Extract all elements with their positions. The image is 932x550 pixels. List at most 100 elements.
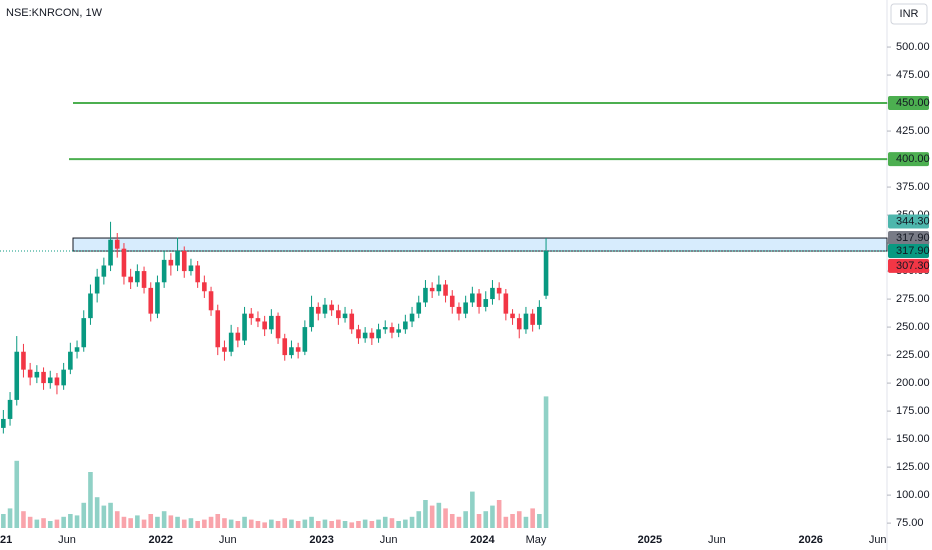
level-label: 450.00 [896,97,930,109]
volume-bar [121,516,127,528]
volume-bar [362,519,368,528]
volume-bar [322,519,328,528]
candle-body [7,399,13,419]
volume-bar [108,502,113,528]
candle-body [94,276,100,294]
volume-bar [470,491,475,528]
candle-body [88,293,93,319]
volume-bar [537,514,542,528]
level-label-box [888,96,929,111]
volume-bar [195,521,200,528]
candle-body [309,306,314,328]
candle-body [47,377,53,384]
candle-body [208,291,214,311]
volume-bar [403,519,408,528]
candle-body [235,332,241,341]
candle-body [228,332,234,352]
candle-body [382,327,388,330]
volume-bar [175,516,180,528]
candle-body [429,287,435,292]
volume-bar [41,518,46,528]
x-tick-label: Jun [869,534,887,546]
x-tick-label: May [526,534,547,546]
volume-bar [21,511,26,528]
candle-body [369,332,375,339]
candle-body [242,313,247,341]
volume-bar [315,521,321,528]
volume-bar [168,515,174,528]
y-tick-label: 200.00 [896,377,930,389]
candle-body [34,371,40,378]
candle-body [21,351,26,370]
candle-body [329,304,334,311]
candle-body [135,271,140,283]
volume-bar [81,502,87,528]
candle-body [1,418,6,428]
candle-body [362,332,368,339]
y-tick-label: 175.00 [896,405,930,417]
candle-body [74,347,80,352]
volume-bar [483,511,489,528]
volume-bar [336,519,341,528]
volume-bar [282,518,288,528]
volume-bar [530,508,535,528]
candle-body [510,313,515,319]
candle-body [181,250,187,272]
volume-bar [215,514,221,528]
candle-body [315,306,321,314]
volume-bar [496,500,502,528]
candle-body [483,299,489,307]
volume-bar [349,522,355,528]
candle-body [376,329,381,339]
volume-bar [1,514,6,528]
volume-bar [101,505,107,528]
currency-box[interactable] [890,3,928,25]
y-tick-label: 275.00 [896,293,930,305]
x-tick-label: Jun [708,534,726,546]
candle-body [503,293,509,314]
candle-body [302,327,308,352]
candle-body [443,284,448,296]
volume-bar [14,460,20,528]
candle-body [175,250,180,266]
x-tick-label: 2024 [470,534,495,546]
candle-body [81,318,87,348]
y-tick-label: 475.00 [896,69,930,81]
volume-bar [148,514,154,528]
candle-body [470,293,475,303]
candle-body [356,329,361,339]
candle-body [516,318,522,330]
x-tick-label: 2026 [798,534,822,546]
price-label-box [888,214,929,229]
volume-bar [88,472,93,528]
candle-body [269,315,274,330]
x-tick-label: Jun [58,534,76,546]
candle-body [490,287,495,300]
volume-bar [269,519,274,528]
candle-body [463,302,468,314]
volume-bar [510,514,515,528]
candle-body [523,313,529,330]
candle-body [14,351,20,400]
volume-bar [155,516,160,528]
candle-body [255,318,261,322]
candle-body [114,239,120,249]
candle-body [41,371,46,384]
candle-body [476,293,482,307]
candle-body [456,306,462,314]
volume-bar [376,519,381,528]
candle-body [148,287,154,314]
volume-bar [356,521,361,528]
volume-bar [114,511,120,528]
volume-bar [302,519,308,528]
candle-body [161,259,167,283]
candle-body [141,271,147,288]
candle-body [54,377,60,386]
candle-body [537,306,542,325]
volume-bar [543,396,549,528]
y-tick-label: 425.00 [896,125,930,137]
candle-body [202,282,207,292]
volume-bar [188,518,194,528]
